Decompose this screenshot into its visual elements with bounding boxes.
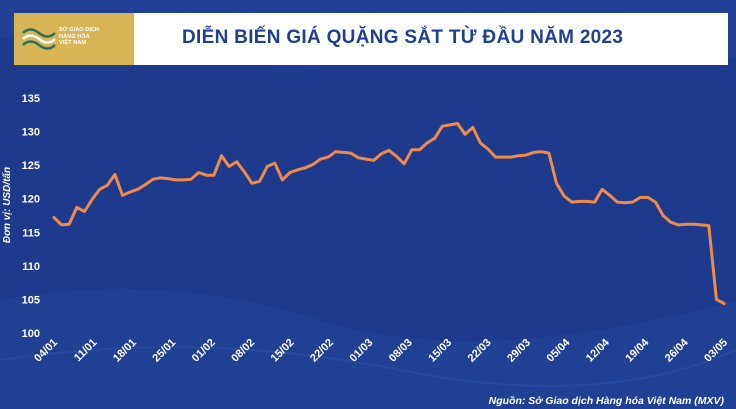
- y-tick-label: 100: [22, 328, 40, 340]
- x-tick-label: 08/02: [229, 337, 257, 365]
- x-tick-label: 08/03: [387, 337, 415, 365]
- y-tick-label: 110: [22, 261, 40, 273]
- source-note: Nguồn: Sở Giao dịch Hàng hóa Việt Nam (M…: [488, 395, 724, 407]
- x-axis-ticks: 04/01 11/01 18/01 25/01 01/02 08/02 15/02 22/02…: [32, 336, 730, 365]
- x-tick-label: 25/01: [150, 337, 178, 365]
- y-axis-label: Đơn vị: USD/tấn: [1, 167, 13, 243]
- x-tick-label: 01/02: [190, 337, 218, 365]
- y-axis-label-group: Đơn vị: USD/tấn: [1, 167, 13, 243]
- x-tick-label: 03/05: [702, 337, 730, 365]
- x-tick-label: 15/02: [269, 337, 297, 365]
- x-tick-label: 29/03: [505, 337, 533, 365]
- y-tick-label: 125: [22, 160, 40, 172]
- x-tick-label: 15/03: [426, 337, 454, 365]
- x-tick-label: 01/03: [347, 337, 375, 365]
- x-tick-label: 22/03: [466, 337, 494, 365]
- y-tick-label: 130: [22, 127, 40, 139]
- logo-emblem-icon: [22, 28, 56, 50]
- chart-title: DIỄN BIẾN GIÁ QUẶNG SẮT TỪ ĐẦU NĂM 2023: [182, 27, 624, 48]
- mxv-logo: SỞ GIAO DỊCH HÀNG HÓA VIỆT NAM: [14, 13, 134, 65]
- x-tick-label: 11/01: [72, 337, 100, 365]
- header-banner: SỞ GIAO DỊCH HÀNG HÓA VIỆT NAM DIỄN BIẾN…: [14, 13, 728, 65]
- x-tick-label: 22/02: [308, 337, 336, 365]
- y-tick-label: 105: [22, 294, 40, 306]
- x-tick-label: 05/04: [545, 336, 574, 365]
- y-axis-ticks: 100 105 110 115 120 125 130 135: [22, 93, 40, 340]
- y-tick-label: 115: [22, 227, 40, 239]
- x-tick-label: 19/04: [623, 336, 652, 365]
- logo-text: SỞ GIAO DỊCH HÀNG HÓA VIỆT NAM: [59, 27, 100, 46]
- x-tick-label: 12/04: [584, 336, 613, 365]
- x-tick-label: 26/04: [663, 336, 692, 365]
- y-tick-label: 120: [22, 194, 40, 206]
- y-tick-label: 135: [22, 93, 40, 105]
- series-group: [52, 122, 726, 305]
- price-series-line: [52, 122, 726, 305]
- x-tick-label: 18/01: [111, 337, 139, 365]
- x-tick-label: 04/01: [32, 337, 60, 365]
